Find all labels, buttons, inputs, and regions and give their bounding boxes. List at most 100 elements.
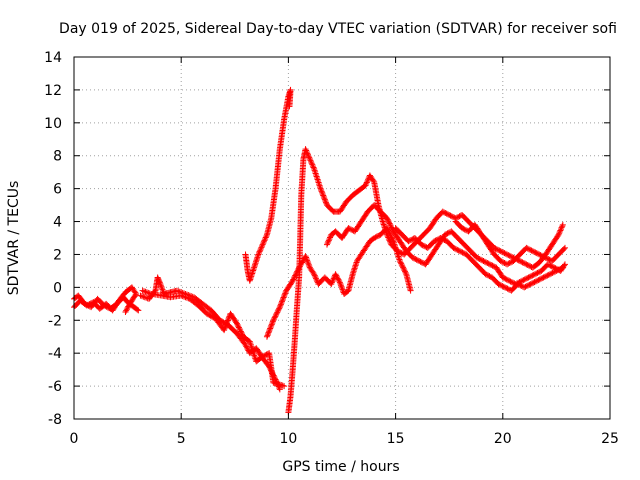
data-point xyxy=(243,343,250,350)
data-point xyxy=(259,241,266,248)
data-point xyxy=(524,261,531,268)
data-point xyxy=(260,352,267,359)
data-point xyxy=(173,287,180,294)
data-point xyxy=(223,320,230,327)
data-point xyxy=(303,255,310,262)
data-point xyxy=(541,273,548,280)
data-point xyxy=(307,157,314,164)
data-point xyxy=(310,269,317,276)
data-point xyxy=(417,258,424,265)
data-point xyxy=(541,254,548,261)
data-point xyxy=(552,268,559,275)
y-tick-label: 12 xyxy=(44,83,62,99)
data-point xyxy=(396,258,403,265)
data-point xyxy=(319,191,326,198)
data-point xyxy=(498,248,505,255)
data-point xyxy=(318,187,325,194)
data-point xyxy=(280,295,287,302)
data-point xyxy=(502,250,509,257)
data-point xyxy=(525,246,532,253)
data-point xyxy=(402,268,409,275)
data-point xyxy=(157,282,164,289)
data-point xyxy=(292,272,299,279)
data-point xyxy=(527,246,534,253)
data-point xyxy=(271,314,278,321)
data-point xyxy=(221,325,228,332)
data-point xyxy=(321,195,328,202)
data-point xyxy=(450,213,457,220)
data-point xyxy=(238,329,245,336)
data-point xyxy=(302,253,309,260)
data-point xyxy=(81,300,88,307)
data-point xyxy=(261,237,268,244)
data-point xyxy=(485,260,492,267)
data-point xyxy=(328,279,335,286)
data-point xyxy=(500,259,507,266)
data-point xyxy=(523,283,530,290)
data-point xyxy=(384,216,391,223)
data-point xyxy=(141,288,148,295)
data-point xyxy=(325,237,332,244)
data-point xyxy=(385,219,392,226)
data-point xyxy=(548,263,555,270)
data-point xyxy=(488,261,495,268)
data-point xyxy=(263,333,270,340)
data-point xyxy=(279,297,286,304)
data-point xyxy=(441,209,448,216)
data-point xyxy=(517,282,524,289)
data-point xyxy=(400,264,407,271)
data-point xyxy=(320,193,327,200)
data-point xyxy=(137,292,144,299)
data-point xyxy=(234,321,241,328)
data-point xyxy=(550,269,557,276)
data-point xyxy=(453,246,460,253)
data-point xyxy=(460,225,467,232)
data-point xyxy=(534,269,541,276)
data-point xyxy=(291,273,298,280)
x-tick-label: 5 xyxy=(177,431,186,447)
data-point xyxy=(416,258,423,265)
data-point xyxy=(257,245,264,252)
data-point xyxy=(310,164,317,171)
data-point xyxy=(142,288,149,295)
data-point xyxy=(269,320,276,327)
data-point xyxy=(321,196,328,203)
data-point xyxy=(236,325,243,332)
data-point xyxy=(181,293,188,300)
data-point xyxy=(519,277,526,284)
data-point xyxy=(418,259,425,266)
data-point xyxy=(451,245,458,252)
data-point xyxy=(295,265,302,272)
data-point xyxy=(328,281,335,288)
data-point xyxy=(364,178,371,185)
data-point xyxy=(555,231,562,238)
data-point xyxy=(400,265,407,272)
data-point xyxy=(387,221,394,228)
data-point xyxy=(363,179,370,186)
data-point xyxy=(545,256,552,263)
data-point xyxy=(267,325,274,332)
y-tick-label: -6 xyxy=(48,379,62,395)
data-point xyxy=(270,317,277,324)
data-point xyxy=(501,250,508,257)
data-point xyxy=(281,383,288,390)
data-point xyxy=(459,249,466,256)
data-point xyxy=(461,226,468,233)
y-tick-label: -2 xyxy=(48,313,62,329)
data-point xyxy=(538,252,545,259)
data-point xyxy=(501,284,508,291)
data-point xyxy=(156,279,163,286)
data-point xyxy=(135,307,142,314)
data-point xyxy=(432,237,439,244)
data-point xyxy=(531,248,538,255)
data-point xyxy=(459,225,466,232)
data-point xyxy=(549,263,556,270)
data-point xyxy=(224,317,231,324)
data-point xyxy=(388,234,395,241)
data-point xyxy=(481,258,488,265)
x-axis-label: GPS time / hours xyxy=(282,459,399,475)
data-point xyxy=(397,259,404,266)
data-point xyxy=(504,251,511,258)
data-point xyxy=(276,381,283,388)
data-point xyxy=(288,279,295,286)
